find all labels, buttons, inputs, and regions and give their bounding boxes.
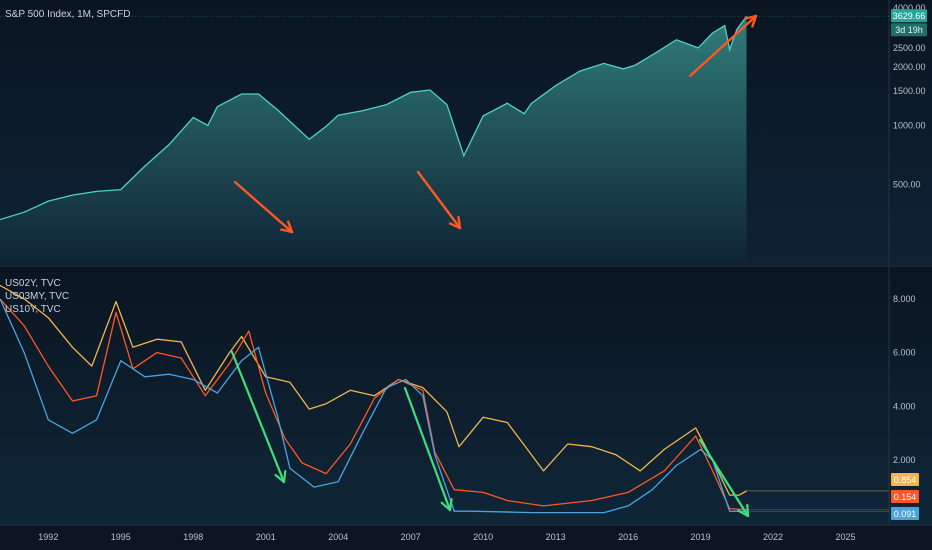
yield-drop-arrow-2020-shaft [698, 438, 750, 518]
sp500-y-tick-label: 4000.00 [893, 3, 926, 13]
yield-drop-arrow-2020-head [737, 509, 750, 518]
sp500-last-value-badge [891, 9, 927, 23]
sp500-drawdown-arrow-2008-head [448, 222, 462, 230]
yield-legend-entry: US03MY, TVC [5, 291, 69, 302]
yield-y-tick-label: 4.000 [893, 401, 916, 411]
yield-legend-entry: US02Y, TVC [5, 278, 61, 289]
yields-pane: 8.000 6.000 4.000 2.000 0.854 0.154 0.091 US02Y… [0, 278, 919, 520]
x-tick-label: 2013 [546, 532, 566, 542]
yield-y-tick-label: 8.000 [893, 294, 916, 304]
yield-drop-arrow-2008-head [448, 498, 453, 512]
sp500-rally-arrow-2020-head [751, 14, 758, 28]
time-axis: 1992 1995 1998 2001 2004 2007 2010 2013 2016 2019… [38, 532, 855, 542]
yield-drop-arrow-2020-head [746, 503, 750, 518]
yield-last-value-label: 0.154 [894, 492, 917, 502]
yield-last-value-label: 0.854 [894, 475, 917, 485]
yield-line-us02y [0, 298, 747, 511]
yield-line-us10y [0, 284, 747, 496]
sp500-last-value-label: 3629.66 [893, 11, 926, 21]
yield-last-value-badge [891, 507, 919, 520]
sp500-area-fill [0, 16, 747, 263]
x-tick-label: 2019 [691, 532, 711, 542]
sp500-drawdown-arrow-2000-head [280, 228, 294, 234]
x-tick-label: 2010 [473, 532, 493, 542]
yield-y-tick-label: 6.000 [893, 348, 916, 358]
bottom-pane-background [0, 267, 932, 525]
sp500-drawdown-arrow-2008-head [457, 215, 462, 230]
x-tick-label: 2016 [618, 532, 638, 542]
sp500-countdown-label: 3d 19h [895, 25, 923, 35]
yield-last-value-badge [891, 490, 919, 503]
x-tick-label: 1992 [38, 532, 58, 542]
yield-drop-arrow-2008-shaft [403, 386, 452, 512]
x-tick-label: 2025 [836, 532, 856, 542]
sp500-y-tick-label: 500.00 [893, 179, 921, 189]
sp500-pane: 4000.003000.002500.002000.001500.001000.… [0, 3, 927, 263]
sp500-rally-arrow-2020-shaft [688, 14, 758, 78]
sp500-drawdown-arrow-2008-shaft [416, 170, 462, 230]
sp500-legend-title: S&P 500 Index, 1M, SPCFD [5, 9, 130, 20]
sp500-drawdown-arrow-2000-shaft [233, 180, 294, 234]
x-tick-label: 2022 [763, 532, 783, 542]
x-tick-label: 2001 [256, 532, 276, 542]
yield-line-us03my [0, 298, 747, 514]
sp500-drawdown-arrow-2000-head [287, 220, 294, 234]
yield-drop-arrow-2008-head [440, 501, 452, 512]
sp500-countdown-badge [891, 23, 927, 37]
x-tick-label: 1995 [111, 532, 131, 542]
x-tick-label: 2004 [328, 532, 348, 542]
yield-drop-arrow-2001-shaft [230, 350, 286, 484]
x-tick-label: 1998 [183, 532, 203, 542]
sp500-y-tick-label: 2500.00 [893, 43, 926, 53]
yield-drop-arrow-2001-head [274, 473, 286, 484]
sp500-y-tick-label: 1000.00 [893, 121, 926, 131]
yield-last-value-label: 0.091 [894, 509, 917, 519]
yield-drop-arrow-2001-head [282, 469, 287, 484]
yield-y-tick-label: 2.000 [893, 455, 916, 465]
yield-legend-entry: US10Y, TVC [5, 304, 61, 315]
sp500-y-tick-label: 2000.00 [893, 62, 926, 72]
sp500-rally-arrow-2020-head [744, 14, 758, 20]
sp500-line [0, 15, 748, 221]
x-tick-label: 2007 [401, 532, 421, 542]
sp500-y-tick-label: 1500.00 [893, 86, 926, 96]
yield-last-value-badge [891, 473, 919, 486]
